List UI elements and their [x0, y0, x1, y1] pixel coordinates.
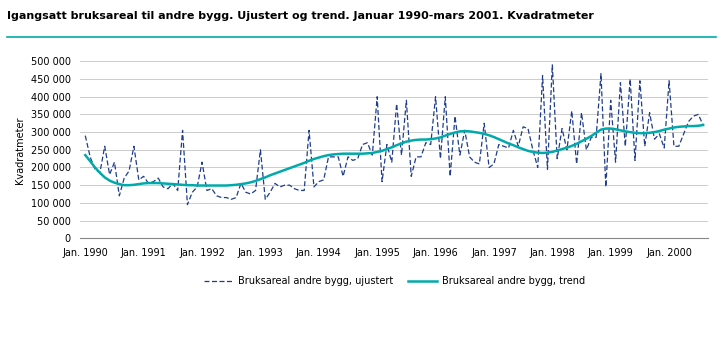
- Bruksareal andre bygg, trend: [81, 153, 90, 157]
- Bruksareal andre bygg, trend: [675, 125, 683, 129]
- Line: Bruksareal andre bygg, trend: Bruksareal andre bygg, trend: [85, 125, 703, 186]
- Bruksareal andre bygg, trend: [407, 138, 416, 143]
- Text: Igangsatt bruksareal til andre bygg. Ujustert og trend. Januar 1990-mars 2001. K: Igangsatt bruksareal til andre bygg. Uju…: [7, 11, 594, 20]
- Bruksareal andre bygg, ujustert: [680, 132, 688, 136]
- Bruksareal andre bygg, ujustert: [548, 63, 557, 67]
- Legend: Bruksareal andre bygg, ujustert, Bruksareal andre bygg, trend: Bruksareal andre bygg, ujustert, Bruksar…: [200, 272, 589, 290]
- Bruksareal andre bygg, trend: [699, 123, 708, 127]
- Bruksareal andre bygg, ujustert: [699, 123, 708, 127]
- Bruksareal andre bygg, trend: [616, 128, 625, 132]
- Bruksareal andre bygg, trend: [236, 182, 245, 186]
- Bruksareal andre bygg, ujustert: [81, 133, 90, 138]
- Bruksareal andre bygg, ujustert: [315, 180, 323, 184]
- Bruksareal andre bygg, ujustert: [339, 174, 348, 179]
- Bruksareal andre bygg, ujustert: [407, 174, 416, 179]
- Bruksareal andre bygg, ujustert: [183, 203, 192, 207]
- Bruksareal andre bygg, ujustert: [236, 181, 245, 186]
- Y-axis label: Kvadratmeter: Kvadratmeter: [15, 116, 25, 184]
- Bruksareal andre bygg, trend: [315, 155, 323, 160]
- Bruksareal andre bygg, trend: [339, 151, 348, 156]
- Bruksareal andre bygg, ujustert: [621, 144, 630, 148]
- Bruksareal andre bygg, trend: [193, 184, 202, 188]
- Line: Bruksareal andre bygg, ujustert: Bruksareal andre bygg, ujustert: [85, 65, 703, 205]
